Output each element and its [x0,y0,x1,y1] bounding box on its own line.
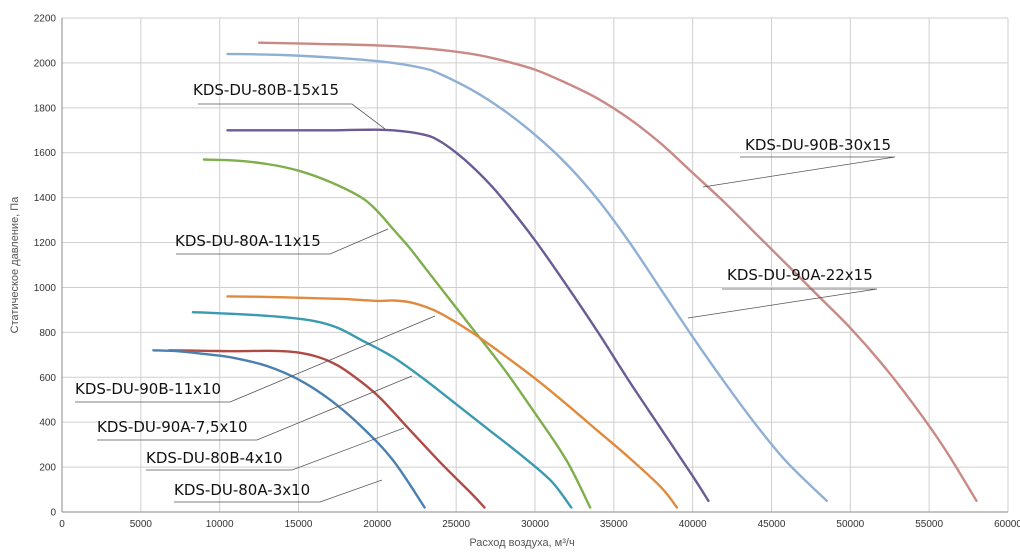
series-line-1 [226,52,828,502]
x-tick-label: 30000 [521,519,549,530]
y-tick-label: 400 [39,418,56,429]
x-tick-label: 55000 [915,519,943,530]
label-leader-line [97,375,413,441]
x-tick-label: 0 [59,519,65,530]
y-tick-label: 800 [39,328,56,339]
axes: 0 5000 10000 15000 20000 25000 30000 35000 40000… [34,14,1020,531]
series-label-3: KDS-DU-80A-11x15 [175,232,321,250]
series-line-7 [152,349,426,509]
y-axis-title: Статическое давление, Па [9,196,21,334]
series-label-7: KDS-DU-80A-3x10 [174,481,310,499]
label-leader-line [174,479,383,503]
series-line-6 [168,349,486,509]
y-tick-label: 0 [50,508,56,519]
x-tick-label: 20000 [363,519,391,530]
series [152,41,978,509]
x-tick-label: 15000 [285,519,313,530]
label-leader-line [198,103,386,130]
x-tick-label: 35000 [600,519,628,530]
y-tick-label: 2200 [34,14,57,25]
y-tick-label: 600 [39,373,56,384]
x-tick-label: 40000 [679,519,707,530]
series-line-3 [202,158,592,509]
label-leader-line [176,228,389,255]
label-leader-line [75,315,436,403]
series-label-0: KDS-DU-90B-30x15 [745,136,891,154]
series-line-0 [257,41,978,502]
curve-labels: KDS-DU-90B-30x15 KDS-DU-90A-22x15 KDS-DU-8… [75,81,896,503]
series-label-5: KDS-DU-90A-7,5x10 [97,418,248,436]
series-label-6: KDS-DU-80B-4x10 [146,449,283,467]
y-tick-label: 1400 [34,193,57,204]
series-line-5 [191,311,573,509]
x-tick-label: 50000 [836,519,864,530]
x-tick-label: 5000 [130,519,153,530]
label-leader-line [146,427,405,471]
label-leader-line [702,156,896,188]
x-tick-label: 60000 [994,519,1020,530]
x-tick-label: 25000 [442,519,470,530]
series-line-2 [226,128,710,502]
series-label-1: KDS-DU-90A-22x15 [727,266,873,284]
label-leader-line [687,288,878,319]
series-label-4: KDS-DU-90B-11x10 [75,380,221,398]
x-axis-title: Расход воздуха, м³/ч [469,537,574,549]
y-tick-label: 1000 [34,283,57,294]
x-tick-label: 10000 [206,519,234,530]
y-tick-label: 1200 [34,238,57,249]
y-tick-label: 1800 [34,103,57,114]
x-tick-label: 45000 [758,519,786,530]
series-line-4 [226,295,679,509]
y-tick-label: 1600 [34,148,57,159]
y-tick-label: 2000 [34,58,57,69]
series-label-2: KDS-DU-80B-15x15 [193,81,339,99]
y-tick-label: 200 [39,463,56,474]
